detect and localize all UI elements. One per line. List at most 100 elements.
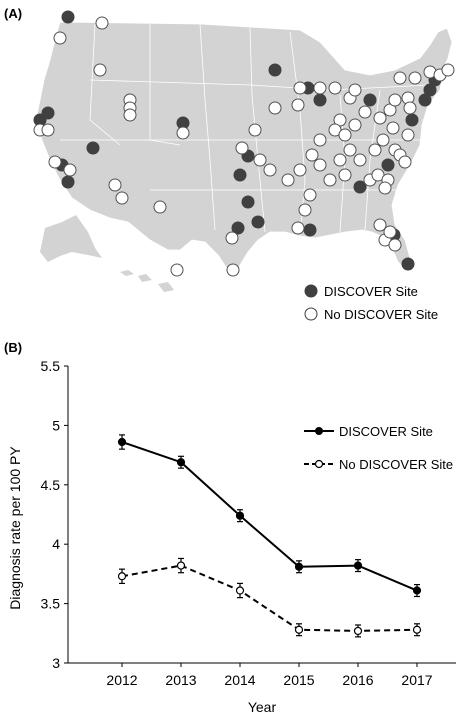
discover-site-marker — [353, 180, 367, 194]
x-tick-label: 2017 — [401, 672, 432, 688]
no-discover-site-marker — [41, 123, 55, 137]
data-point — [117, 572, 127, 581]
no-discover-site-marker — [53, 31, 67, 45]
no-discover-site-marker — [383, 225, 397, 239]
no-discover-site-marker — [393, 71, 407, 85]
no-discover-site-marker — [281, 173, 295, 187]
chart-series — [117, 434, 422, 638]
chart-panel: (B) 3 3.5 4 4.5 5 5.5 2012 2013 2014 2015 2016 2017… — [0, 330, 474, 719]
x-tick-label: 2013 — [165, 672, 196, 688]
panel-a-label: (A) — [4, 6, 23, 21]
data-point — [294, 625, 304, 634]
no-discover-site-marker — [401, 128, 415, 142]
no-discover-site-marker — [63, 163, 77, 177]
data-point — [412, 586, 422, 595]
no-discover-site-marker — [376, 133, 390, 147]
discover-site-marker — [61, 10, 75, 24]
no-discover-site-marker — [348, 118, 362, 132]
legend-label-no-discover-chart: No DISCOVER Site — [339, 457, 453, 472]
data-point — [412, 625, 422, 634]
no-discover-site-marker — [305, 148, 319, 162]
discover-site-marker — [405, 113, 419, 127]
no-discover-site-marker — [293, 163, 307, 177]
y-tick-label: 3.5 — [41, 596, 61, 612]
no-discover-site-marker — [313, 133, 327, 147]
y-tick-label: 4.5 — [41, 477, 61, 493]
y-tick-label: 4 — [52, 536, 60, 552]
no-discover-site-marker — [291, 98, 305, 112]
discover-site-marker — [61, 175, 75, 189]
no-discover-site-marker — [153, 200, 167, 214]
no-discover-site-marker — [313, 158, 327, 172]
no-discover-site-marker — [373, 218, 387, 232]
no-discover-site-marker — [323, 173, 337, 187]
no-discover-site-marker — [248, 123, 262, 137]
discover-site-marker — [313, 93, 327, 107]
no-discover-site-marker — [291, 221, 305, 235]
y-tick-label: 5.5 — [41, 358, 61, 374]
series-line — [121, 564, 418, 632]
no-discover-site-marker — [95, 16, 109, 30]
x-axis-label: Year — [248, 699, 277, 715]
data-point — [235, 511, 245, 520]
no-discover-site-marker — [328, 81, 342, 95]
series-line — [121, 441, 418, 592]
x-tick-label: 2014 — [224, 672, 255, 688]
no-discover-site-marker — [253, 153, 267, 167]
no-discover-site-marker — [226, 263, 240, 277]
series-discover — [117, 434, 422, 598]
data-point — [235, 586, 245, 595]
map-legend: DISCOVER Site No DISCOVER Site — [304, 284, 438, 322]
no-discover-site-marker — [115, 191, 129, 205]
discover-site-marker — [251, 215, 265, 229]
alaska-land — [40, 215, 102, 262]
legend-label-discover: DISCOVER Site — [324, 284, 418, 299]
us-map: DISCOVER Site No DISCOVER Site — [33, 10, 455, 322]
no-discover-site-marker — [378, 181, 392, 195]
y-axis-label: Diagnosis rate per 100 PY — [7, 446, 23, 610]
discover-site-marker — [233, 168, 247, 182]
line-chart: 3 3.5 4 4.5 5 5.5 2012 2013 2014 2015 2016 2017 Dia… — [7, 358, 456, 715]
no-discover-site-marker — [123, 108, 137, 122]
no-discover-site-marker — [358, 105, 372, 119]
x-tick-label: 2016 — [342, 672, 373, 688]
site-markers — [33, 10, 455, 277]
no-discover-site-marker — [388, 93, 402, 107]
legend-marker-no-discover — [304, 307, 318, 321]
data-point — [176, 458, 186, 467]
no-discover-site-marker — [176, 126, 190, 140]
discover-site-marker — [303, 223, 317, 237]
discover-site-marker — [268, 63, 282, 77]
map-panel: (A) DISCOVER Site No DISCOVER Site — [0, 0, 474, 330]
y-tick-label: 3 — [52, 655, 60, 671]
no-discover-site-marker — [403, 101, 417, 115]
no-discover-site-marker — [313, 81, 327, 95]
y-tick-label: 5 — [52, 417, 60, 433]
no-discover-site-marker — [293, 81, 307, 95]
legend-label-no-discover: No DISCOVER Site — [324, 307, 438, 322]
no-discover-site-marker — [388, 238, 402, 252]
x-tick-label: 2012 — [106, 672, 137, 688]
x-tick-label: 2015 — [283, 672, 314, 688]
discover-site-marker — [363, 93, 377, 107]
chart-axes: 3 3.5 4 4.5 5 5.5 2012 2013 2014 2015 2016 2017 — [41, 358, 456, 688]
no-discover-site-marker — [338, 168, 352, 182]
no-discover-site-marker — [343, 143, 357, 157]
no-discover-site-marker — [108, 178, 122, 192]
no-discover-site-marker — [303, 188, 317, 202]
no-discover-site-marker — [386, 121, 400, 135]
discover-site-marker — [401, 257, 415, 271]
no-discover-site-marker — [368, 143, 382, 157]
data-point — [353, 626, 363, 636]
no-discover-site-marker — [373, 111, 387, 125]
no-discover-site-marker — [93, 63, 107, 77]
no-discover-site-marker — [333, 153, 347, 167]
discover-site-marker — [381, 158, 395, 172]
legend-marker-discover — [304, 284, 318, 298]
discover-site-marker — [86, 141, 100, 155]
no-discover-site-marker — [268, 101, 282, 115]
no-discover-site-marker — [398, 155, 412, 169]
data-point — [117, 437, 127, 447]
discover-site-marker — [231, 221, 245, 235]
no-discover-site-marker — [348, 83, 362, 97]
